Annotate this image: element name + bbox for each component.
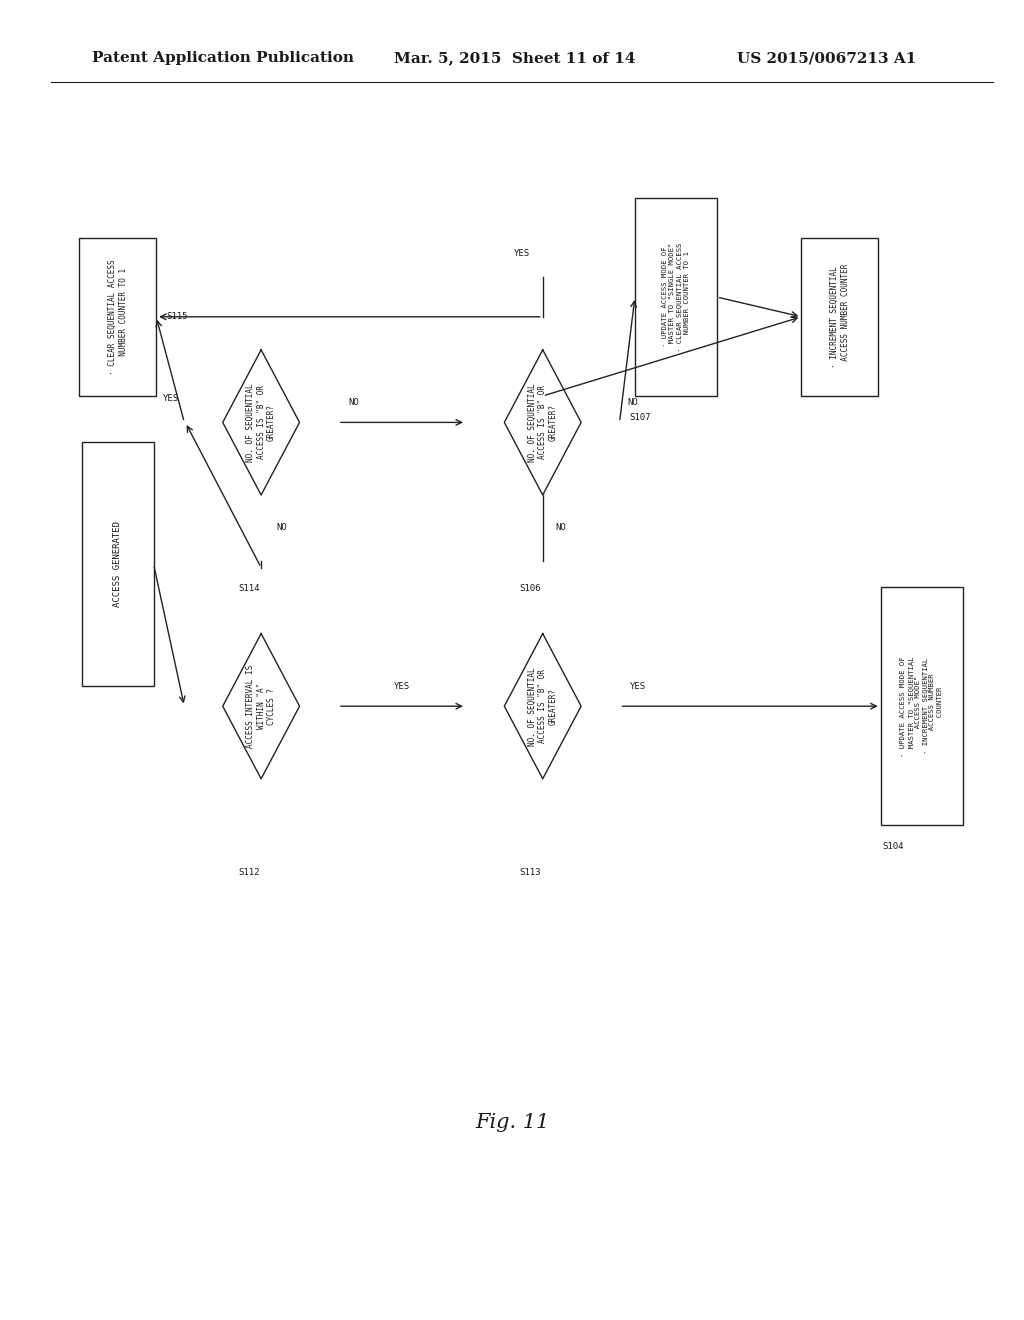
Text: YES: YES [394,682,410,690]
Text: YES: YES [630,682,646,690]
Text: · INCREMENT SEQUENTIAL
  ACCESS NUMBER COUNTER: · INCREMENT SEQUENTIAL ACCESS NUMBER COU… [829,264,850,370]
Bar [82,442,154,686]
Text: NO: NO [555,524,565,532]
Text: · UPDATE ACCESS MODE OF
  MASTER TO "SEQUENTIAL
  ACCESS MODE"
· INCREMENT SEQUE: · UPDATE ACCESS MODE OF MASTER TO "SEQUE… [900,656,943,756]
Bar [801,238,878,396]
Text: · UPDATE ACCESS MODE OF
  MASTER TO "SINGLE MODE"
· CLEAR SEQUENTIAL ACCESS
  NU: · UPDATE ACCESS MODE OF MASTER TO "SINGL… [662,243,690,351]
Text: YES: YES [163,395,179,403]
Text: ACCESS GENERATED: ACCESS GENERATED [114,521,122,607]
Text: NO: NO [628,399,638,407]
Text: NO. OF SEQUENTIAL
ACCESS IS "B" OR
GREATER?: NO. OF SEQUENTIAL ACCESS IS "B" OR GREAT… [527,383,558,462]
Text: S113: S113 [520,869,541,878]
Bar [881,587,963,825]
Text: Mar. 5, 2015  Sheet 11 of 14: Mar. 5, 2015 Sheet 11 of 14 [394,51,636,65]
Text: US 2015/0067213 A1: US 2015/0067213 A1 [737,51,916,65]
Bar [80,238,157,396]
Text: S106: S106 [520,585,541,594]
Text: NO. OF SEQUENTIAL
ACCESS IS "B" OR
GREATER?: NO. OF SEQUENTIAL ACCESS IS "B" OR GREAT… [527,667,558,746]
Polygon shape [223,634,299,779]
Text: NO: NO [348,399,358,407]
Polygon shape [505,634,582,779]
Text: YES: YES [514,249,530,257]
Polygon shape [505,350,582,495]
Text: S104: S104 [883,842,904,851]
Text: ACCESS INTERVAL IS
WITHIN "A"
CYCLES ?: ACCESS INTERVAL IS WITHIN "A" CYCLES ? [246,664,276,748]
Text: S112: S112 [238,869,259,878]
Text: NO. OF SEQUENTIAL
ACCESS IS "B" OR
GREATER?: NO. OF SEQUENTIAL ACCESS IS "B" OR GREAT… [246,383,276,462]
Text: S107: S107 [630,413,651,422]
Text: S115: S115 [166,313,187,321]
Polygon shape [223,350,299,495]
Text: · CLEAR SEQUENTIAL ACCESS
  NUMBER COUNTER TO 1: · CLEAR SEQUENTIAL ACCESS NUMBER COUNTER… [108,259,128,375]
Text: NO: NO [276,524,287,532]
Text: Fig. 11: Fig. 11 [475,1113,549,1131]
Bar [635,198,717,396]
Text: S114: S114 [238,585,259,594]
Text: Patent Application Publication: Patent Application Publication [92,51,354,65]
